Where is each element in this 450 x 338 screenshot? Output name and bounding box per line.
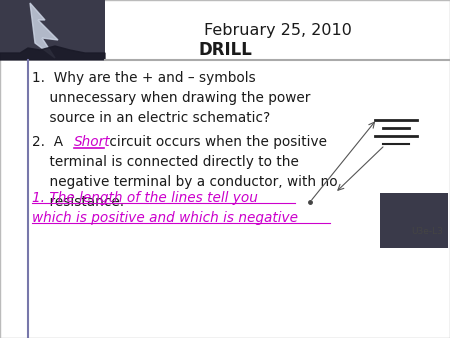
- Text: source in an electric schematic?: source in an electric schematic?: [32, 111, 270, 125]
- Text: DRILL: DRILL: [198, 41, 252, 59]
- Bar: [380, 193, 448, 248]
- Text: Short: Short: [74, 135, 111, 149]
- Text: resistance.: resistance.: [32, 195, 124, 209]
- Text: circuit occurs when the positive: circuit occurs when the positive: [105, 135, 327, 149]
- Text: unnecessary when drawing the power: unnecessary when drawing the power: [32, 91, 310, 105]
- Text: February 25, 2010: February 25, 2010: [204, 23, 352, 38]
- Text: which is positive and which is negative: which is positive and which is negative: [32, 211, 298, 225]
- Text: negative terminal by a conductor, with no: negative terminal by a conductor, with n…: [32, 175, 338, 189]
- Text: 1.  Why are the + and – symbols: 1. Why are the + and – symbols: [32, 71, 256, 85]
- Text: U3e-L3: U3e-L3: [411, 226, 443, 236]
- Text: 1. The length of the lines tell you: 1. The length of the lines tell you: [32, 191, 258, 205]
- Bar: [0, 0, 105, 60]
- Text: 2.  A: 2. A: [32, 135, 68, 149]
- Text: terminal is connected directly to the: terminal is connected directly to the: [32, 155, 299, 169]
- Polygon shape: [0, 46, 105, 60]
- Polygon shape: [30, 3, 58, 58]
